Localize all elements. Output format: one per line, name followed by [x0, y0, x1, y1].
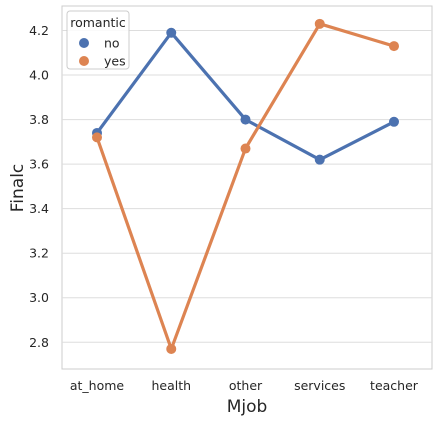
x-tick-label: teacher	[370, 378, 419, 393]
legend-label-yes: yes	[104, 54, 126, 69]
x-tick-label: at_home	[70, 378, 125, 393]
x-axis-label: Mjob	[227, 397, 268, 417]
series-lines	[92, 18, 399, 354]
data-point-yes	[166, 343, 177, 354]
legend-box	[66, 10, 130, 70]
y-tick-label: 3.2	[29, 246, 49, 261]
y-tick-label: 3.0	[29, 290, 49, 305]
legend-title: romantic	[70, 15, 126, 30]
x-tick-labels: at_home health other services teacher	[70, 378, 419, 393]
data-point-yes	[92, 132, 102, 143]
y-tick-labels: 2.8 3.0 3.2 3.4 3.6 3.8 4.0 4.2	[29, 23, 49, 350]
legend-label-no: no	[104, 36, 120, 51]
y-tick-label: 4.2	[29, 23, 49, 38]
x-tick-label: health	[151, 378, 191, 393]
data-point-no	[314, 154, 325, 165]
data-point-yes	[240, 143, 251, 154]
y-tick-label: 3.8	[29, 112, 49, 127]
y-tick-label: 2.8	[29, 335, 49, 350]
data-point-no	[166, 27, 177, 38]
y-tick-label: 4.0	[29, 68, 49, 83]
data-point-yes	[314, 18, 325, 29]
legend-entries: no yes	[79, 36, 126, 69]
legend: romantic no yes	[66, 10, 130, 70]
data-point-no	[240, 114, 251, 125]
data-point-yes	[389, 41, 399, 52]
x-tick-label: services	[294, 378, 345, 393]
legend-marker-yes	[79, 56, 89, 66]
data-point-no	[389, 116, 399, 127]
x-tick-label: other	[229, 378, 263, 393]
y-axis-label: Finalc	[8, 164, 28, 213]
legend-marker-no	[79, 38, 89, 48]
y-tick-label: 3.4	[29, 201, 49, 216]
y-tick-label: 3.6	[29, 157, 49, 172]
